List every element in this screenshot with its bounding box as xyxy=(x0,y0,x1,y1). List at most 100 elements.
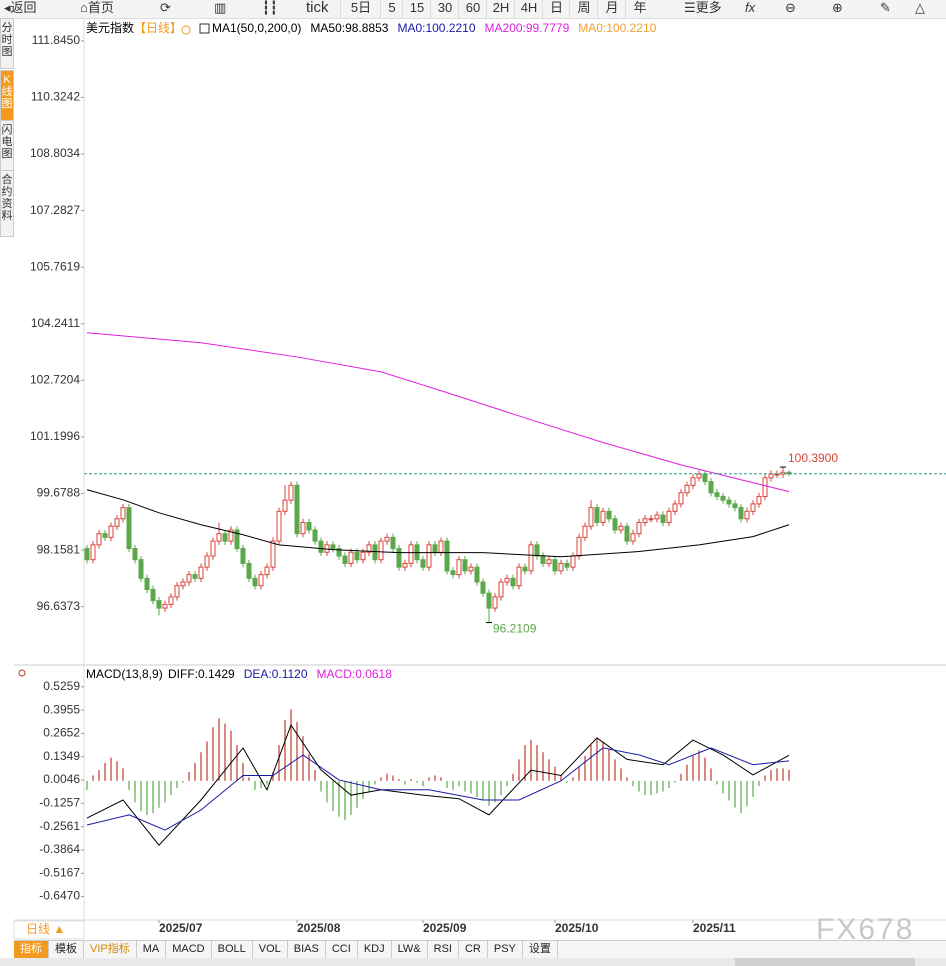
y-tick-label: -0.3864 xyxy=(39,842,80,856)
indicator-tab[interactable]: 指标 xyxy=(14,941,49,958)
candle-body xyxy=(582,525,588,538)
candle-body xyxy=(282,499,288,512)
y-tick-label: 111.8450 xyxy=(32,33,81,47)
toolbar: ◂返回 ⌂首页 ⟳ ▥ ┇┇ tick 5日 5 15 30 60 2H 4H 日周月年 ☰更… xyxy=(0,0,946,19)
period-button[interactable]: 月 xyxy=(597,0,626,18)
indicator-tab[interactable]: VOL xyxy=(253,941,288,958)
candle-body xyxy=(216,533,222,542)
x-tick-label: 2025/07 xyxy=(159,921,203,935)
back-button[interactable]: ◂返回 xyxy=(4,0,37,15)
legend-entry: DIFF:0.1429 xyxy=(168,667,235,681)
period-button[interactable]: 30 xyxy=(430,0,459,18)
candle-body xyxy=(504,577,510,583)
candle-body xyxy=(408,544,414,564)
period-button[interactable]: 日 xyxy=(542,0,570,18)
pen-button[interactable]: ✎ xyxy=(880,0,891,15)
candle-button[interactable]: ┇┇ xyxy=(262,0,278,15)
candle-body xyxy=(360,551,366,561)
candle-body xyxy=(402,562,408,568)
indicator-tab[interactable]: RSI xyxy=(428,941,459,958)
candle-body xyxy=(234,529,240,550)
legend-entry: MA200:99.7779 xyxy=(485,21,570,35)
ma-line xyxy=(86,489,790,558)
fx-button[interactable]: fx xyxy=(745,0,756,15)
side-tab[interactable]: 合约资料 xyxy=(0,170,14,237)
indicator-tab[interactable]: 设置 xyxy=(523,941,558,958)
indicator-tab[interactable]: BIAS xyxy=(288,941,326,958)
indicator-tab[interactable]: CR xyxy=(459,941,488,958)
candle-body xyxy=(516,566,522,587)
indicator-tab[interactable]: MACD xyxy=(166,941,212,958)
candle-body xyxy=(528,544,534,572)
side-tab[interactable]: K线图 xyxy=(0,70,14,121)
candle-body xyxy=(270,540,276,568)
period-button[interactable]: 15 xyxy=(402,0,431,18)
candle-body xyxy=(96,533,102,546)
side-tab[interactable]: 分时图 xyxy=(0,18,14,69)
indicator-tab[interactable]: PSY xyxy=(488,941,523,958)
candle-body xyxy=(672,503,678,512)
candle-body xyxy=(660,514,666,524)
candle-body xyxy=(570,555,576,568)
home-button[interactable]: ⌂首页 xyxy=(80,0,114,15)
settings-icon[interactable] xyxy=(18,669,26,677)
candle-body xyxy=(594,507,600,524)
candle-body xyxy=(462,559,468,572)
candle-body xyxy=(630,533,636,542)
candle-body xyxy=(396,548,402,568)
candle-body xyxy=(432,544,438,553)
candle-body xyxy=(180,581,186,587)
y-tick-label: 0.2652 xyxy=(43,726,80,740)
period-button[interactable]: 周 xyxy=(569,0,598,18)
zoom-out-button[interactable]: ⊖ xyxy=(785,0,796,15)
indicator-tab[interactable]: MA xyxy=(137,941,167,958)
candle-body xyxy=(156,600,162,609)
period-button[interactable]: 5 xyxy=(380,0,403,18)
period-box[interactable] xyxy=(13,920,85,940)
candle-body xyxy=(138,559,144,579)
y-tick-label: 0.5259 xyxy=(43,679,80,693)
candle-body xyxy=(678,492,684,505)
legend-entry: MACD:0.0618 xyxy=(317,667,393,681)
add-icon[interactable] xyxy=(181,25,191,35)
period-button[interactable]: 2H xyxy=(486,0,515,18)
candle-body xyxy=(702,473,708,483)
candle-body xyxy=(618,525,624,531)
side-tab[interactable]: 闪电图 xyxy=(0,120,14,171)
tick-button[interactable]: tick xyxy=(306,0,329,16)
indicator-tab[interactable]: CCI xyxy=(326,941,358,958)
legend-entry: MA1(50,0,200,0) xyxy=(212,21,301,35)
indicator-tab[interactable]: KDJ xyxy=(358,941,392,958)
zoom-in-button[interactable]: ⊕ xyxy=(832,0,843,15)
period-button[interactable]: 4H xyxy=(514,0,543,18)
candle-body xyxy=(168,596,174,605)
candle-body xyxy=(294,484,300,535)
bar-chart-button[interactable]: ▥ xyxy=(214,0,227,15)
period-button[interactable]: 年 xyxy=(625,0,654,18)
candle-body xyxy=(732,503,738,509)
candle-body xyxy=(318,540,324,553)
macd-line xyxy=(86,723,790,847)
period-button[interactable]: 5日 xyxy=(340,0,381,18)
indicator-tab[interactable]: 模板 xyxy=(49,941,84,958)
y-tick-label: 96.6373 xyxy=(37,599,81,613)
candle-body xyxy=(540,555,546,564)
candle-body xyxy=(666,510,672,524)
home-label: 首页 xyxy=(87,0,114,15)
candle-body xyxy=(696,473,702,479)
legend-entry: MA0:100.2210 xyxy=(397,21,475,35)
indicator-tab[interactable]: LW& xyxy=(392,941,428,958)
period-button[interactable]: 60 xyxy=(458,0,487,18)
refresh-button[interactable]: ⟳ xyxy=(160,0,171,15)
scrollbar[interactable] xyxy=(735,958,915,966)
candle-body xyxy=(120,507,126,520)
indicator-tab[interactable]: VIP指标 xyxy=(84,941,137,958)
period-selector[interactable]: 日线 ▲ xyxy=(26,922,65,936)
indicator-tab[interactable]: BOLL xyxy=(212,941,253,958)
candle-body xyxy=(468,566,474,572)
candle-body xyxy=(486,592,492,609)
more-button[interactable]: ☰更多 xyxy=(684,0,722,15)
shape-button[interactable]: △ xyxy=(915,0,925,15)
y-tick-label: 98.1581 xyxy=(37,542,81,556)
